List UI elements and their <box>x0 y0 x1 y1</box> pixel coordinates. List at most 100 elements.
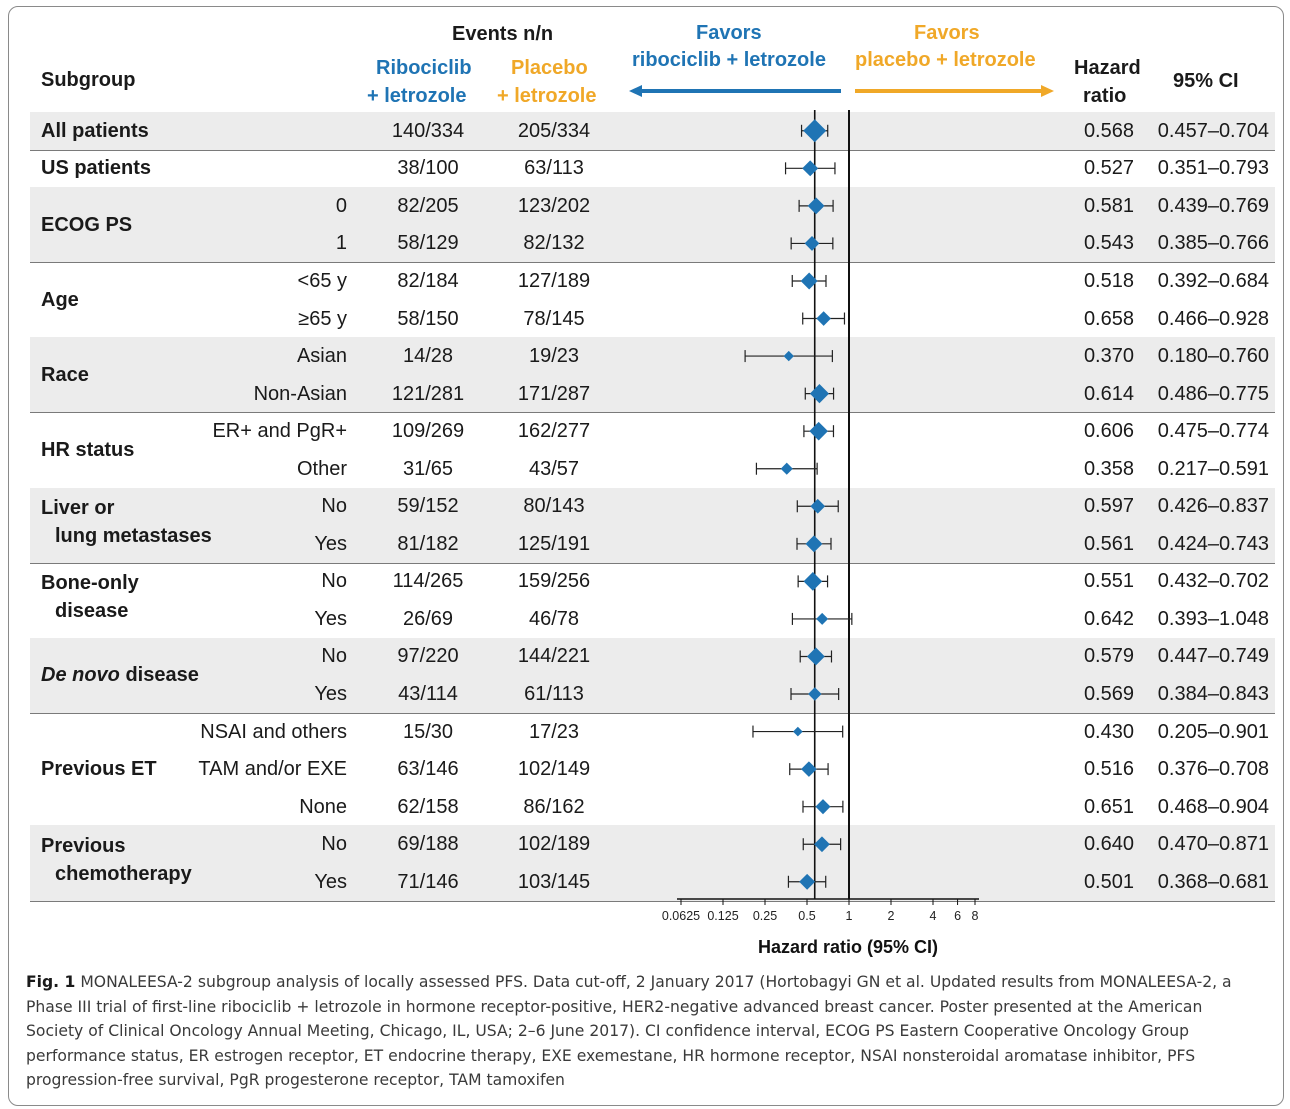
hazard-ratio-value: 0.568 <box>1083 119 1134 142</box>
header-favors-right-line2: placebo + letrozole <box>855 49 1036 71</box>
hr-marker <box>801 761 817 777</box>
ci-value: 0.432–0.702 <box>1157 570 1269 593</box>
hazard-ratio-value: 0.527 <box>1083 157 1134 180</box>
subgroup-level: Other <box>296 457 347 480</box>
header-arm2-line1: Placebo <box>511 57 588 79</box>
subgroup-level: 0 <box>335 194 347 217</box>
hazard-ratio-value: 0.569 <box>1083 683 1134 706</box>
hr-marker <box>799 873 816 890</box>
ci-value: 0.180–0.760 <box>1157 345 1269 368</box>
events-ribociclib: 43/114 <box>398 683 458 706</box>
ci-value: 0.376–0.708 <box>1157 758 1269 781</box>
hr-marker <box>814 836 830 853</box>
ci-value: 0.205–0.901 <box>1157 720 1269 743</box>
group-label-line1: Previous <box>41 835 126 857</box>
ci-value: 0.486–0.775 <box>1157 382 1269 405</box>
subgroup-level: No <box>321 495 347 518</box>
hazard-ratio-value: 0.640 <box>1083 833 1134 856</box>
hr-marker <box>808 687 822 701</box>
group-label-line2: chemotherapy <box>55 863 192 885</box>
group-separator <box>30 412 1275 414</box>
x-tick-label: 0.5 <box>798 909 815 923</box>
ci-value: 0.424–0.743 <box>1157 532 1269 555</box>
hazard-ratio-value: 0.614 <box>1083 382 1134 405</box>
x-tick-label: 6 <box>954 909 961 923</box>
events-ribociclib: 109/269 <box>391 420 465 443</box>
group-label-text: Age <box>41 288 79 311</box>
events-ribociclib: 71/146 <box>397 870 459 893</box>
figure-frame <box>8 6 1284 1106</box>
events-ribociclib: 31/65 <box>402 457 454 480</box>
subgroup-level: No <box>321 570 347 593</box>
events-placebo: 159/256 <box>517 570 591 593</box>
hr-marker <box>780 462 793 475</box>
events-ribociclib: 38/100 <box>397 157 459 180</box>
subgroup-level: None <box>299 795 347 818</box>
hr-marker <box>815 799 831 815</box>
group-separator <box>30 262 1275 264</box>
hr-marker <box>809 421 828 441</box>
hr-marker <box>803 572 823 591</box>
group-label: Liver or lung metastases <box>41 497 212 547</box>
events-ribociclib: 69/188 <box>397 833 459 856</box>
subgroup-level: NSAI and others <box>200 720 347 743</box>
header-subgroup: Subgroup <box>41 69 136 91</box>
favors-left-arrow <box>629 85 841 97</box>
subgroup-level: Yes <box>314 870 347 893</box>
x-tick-label: 4 <box>930 909 937 923</box>
ci-value: 0.457–0.704 <box>1157 119 1269 142</box>
group-label: US patients <box>41 157 151 179</box>
events-ribociclib: 97/220 <box>397 645 459 668</box>
caption-fig-label: Fig. 1 <box>26 973 76 991</box>
group-separator <box>30 712 1275 714</box>
group-band <box>30 187 1275 263</box>
header-favors-left-line2: ribociclib + letrozole <box>632 49 826 71</box>
group-label-text: ECOG PS <box>41 213 133 236</box>
hazard-ratio-value: 0.543 <box>1083 232 1134 255</box>
events-ribociclib: 63/146 <box>397 758 459 781</box>
events-placebo: 123/202 <box>517 194 591 217</box>
group-label: De novo disease <box>41 664 199 686</box>
header-events: Events n/n <box>452 23 554 45</box>
events-placebo: 17/23 <box>528 720 580 743</box>
header-favors-left-line1: Favors <box>696 22 762 44</box>
group-label-text: Race <box>41 363 89 386</box>
subgroup-level: No <box>321 645 347 668</box>
hr-marker <box>793 726 803 737</box>
hr-marker <box>806 647 825 666</box>
hazard-ratio-value: 0.658 <box>1083 307 1134 330</box>
events-ribociclib: 14/28 <box>402 345 454 368</box>
ci-value: 0.217–0.591 <box>1157 457 1269 480</box>
x-tick-label: 8 <box>972 909 979 923</box>
events-placebo: 80/143 <box>523 495 585 518</box>
hr-marker <box>802 160 819 177</box>
hazard-ratio-value: 0.581 <box>1083 194 1134 217</box>
hazard-ratio-value: 0.606 <box>1083 420 1134 443</box>
ci-value: 0.384–0.843 <box>1157 683 1269 706</box>
events-placebo: 125/191 <box>517 532 591 555</box>
hr-marker <box>810 498 826 514</box>
subgroup-level: TAM and/or EXE <box>198 758 347 781</box>
group-band <box>30 825 1275 901</box>
events-placebo: 103/145 <box>517 870 591 893</box>
events-placebo: 86/162 <box>523 795 585 818</box>
ci-value: 0.351–0.793 <box>1157 157 1269 180</box>
group-label-text: US patients <box>41 157 152 180</box>
subgroup-level: ER+ and PgR+ <box>212 420 347 443</box>
group-label: Race <box>41 364 89 386</box>
group-label: Age <box>41 289 79 311</box>
events-ribociclib: 59/152 <box>397 495 459 518</box>
group-label: All patients <box>41 120 149 142</box>
events-ribociclib: 15/30 <box>402 720 454 743</box>
ci-value: 0.439–0.769 <box>1157 194 1269 217</box>
hazard-ratio-value: 0.561 <box>1083 532 1134 555</box>
hazard-ratio-value: 0.597 <box>1083 495 1134 518</box>
events-ribociclib: 58/150 <box>397 307 459 330</box>
group-label-text: HR status <box>41 438 135 461</box>
ci-value: 0.385–0.766 <box>1157 232 1269 255</box>
group-label: Bone-only disease <box>41 572 139 622</box>
group-band <box>30 337 1275 413</box>
events-placebo: 144/221 <box>517 645 591 668</box>
group-label-line2: disease <box>55 600 129 623</box>
figure-caption: Fig. 1 MONALEESA-2 subgroup analysis of … <box>26 970 1256 1093</box>
